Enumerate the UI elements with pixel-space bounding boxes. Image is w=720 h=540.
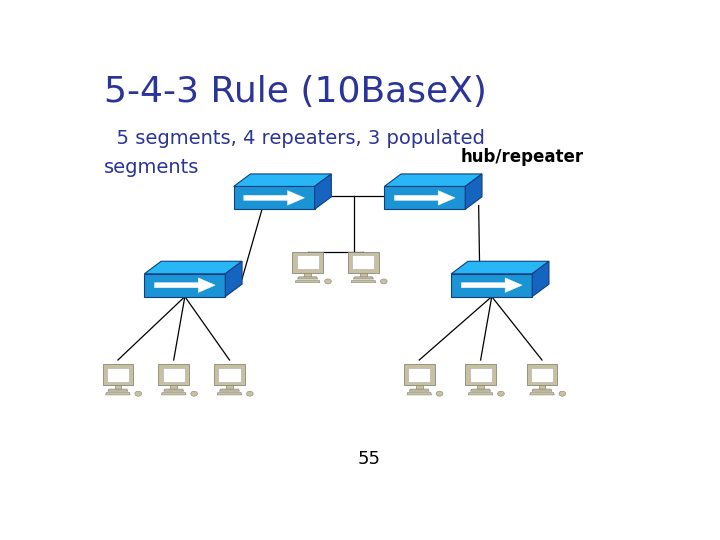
Circle shape <box>380 279 387 284</box>
Polygon shape <box>114 385 121 389</box>
Circle shape <box>325 279 331 284</box>
Polygon shape <box>295 280 320 282</box>
Polygon shape <box>297 277 318 279</box>
Polygon shape <box>102 364 133 385</box>
Polygon shape <box>416 385 423 389</box>
Polygon shape <box>106 393 130 395</box>
Circle shape <box>135 391 142 396</box>
Polygon shape <box>477 385 484 389</box>
Polygon shape <box>352 255 374 269</box>
Polygon shape <box>465 174 482 210</box>
Circle shape <box>559 391 566 396</box>
Text: hub/repeater: hub/repeater <box>461 148 584 166</box>
Polygon shape <box>234 174 331 186</box>
Polygon shape <box>384 186 465 210</box>
Polygon shape <box>158 364 189 385</box>
Polygon shape <box>351 280 376 282</box>
Polygon shape <box>354 277 374 279</box>
Polygon shape <box>408 368 431 382</box>
Text: 5 segments, 4 repeaters, 3 populated: 5 segments, 4 repeaters, 3 populated <box>104 129 485 149</box>
Polygon shape <box>465 364 496 385</box>
Polygon shape <box>471 389 490 391</box>
Polygon shape <box>161 393 186 395</box>
Polygon shape <box>531 368 553 382</box>
Polygon shape <box>226 385 233 389</box>
Polygon shape <box>145 261 242 274</box>
Polygon shape <box>220 389 240 391</box>
Polygon shape <box>384 174 482 186</box>
Polygon shape <box>108 389 128 391</box>
Polygon shape <box>297 255 319 269</box>
Polygon shape <box>145 274 225 296</box>
Polygon shape <box>244 191 305 205</box>
Text: 5-4-3 Rule (10BaseX): 5-4-3 Rule (10BaseX) <box>104 75 487 109</box>
Polygon shape <box>462 278 522 293</box>
Polygon shape <box>532 389 552 391</box>
Polygon shape <box>468 393 493 395</box>
Polygon shape <box>348 252 379 273</box>
Polygon shape <box>171 385 177 389</box>
Text: 55: 55 <box>358 450 380 468</box>
Polygon shape <box>409 389 429 391</box>
Polygon shape <box>217 393 242 395</box>
Polygon shape <box>526 364 557 385</box>
Polygon shape <box>532 261 549 296</box>
Circle shape <box>436 391 443 396</box>
Polygon shape <box>539 385 545 389</box>
Polygon shape <box>107 368 129 382</box>
Polygon shape <box>451 261 549 274</box>
Polygon shape <box>163 368 185 382</box>
Circle shape <box>246 391 253 396</box>
Polygon shape <box>292 252 323 273</box>
Polygon shape <box>530 393 554 395</box>
Polygon shape <box>305 273 311 277</box>
Circle shape <box>498 391 504 396</box>
Polygon shape <box>214 364 245 385</box>
Polygon shape <box>163 389 184 391</box>
Polygon shape <box>360 273 366 277</box>
Polygon shape <box>395 191 455 205</box>
Polygon shape <box>234 186 315 210</box>
Polygon shape <box>407 393 431 395</box>
Polygon shape <box>218 368 240 382</box>
Polygon shape <box>404 364 435 385</box>
Polygon shape <box>469 368 492 382</box>
Polygon shape <box>225 261 242 296</box>
Polygon shape <box>451 274 532 296</box>
Polygon shape <box>155 278 215 293</box>
Polygon shape <box>315 174 331 210</box>
Circle shape <box>191 391 197 396</box>
Text: segments: segments <box>104 158 199 177</box>
